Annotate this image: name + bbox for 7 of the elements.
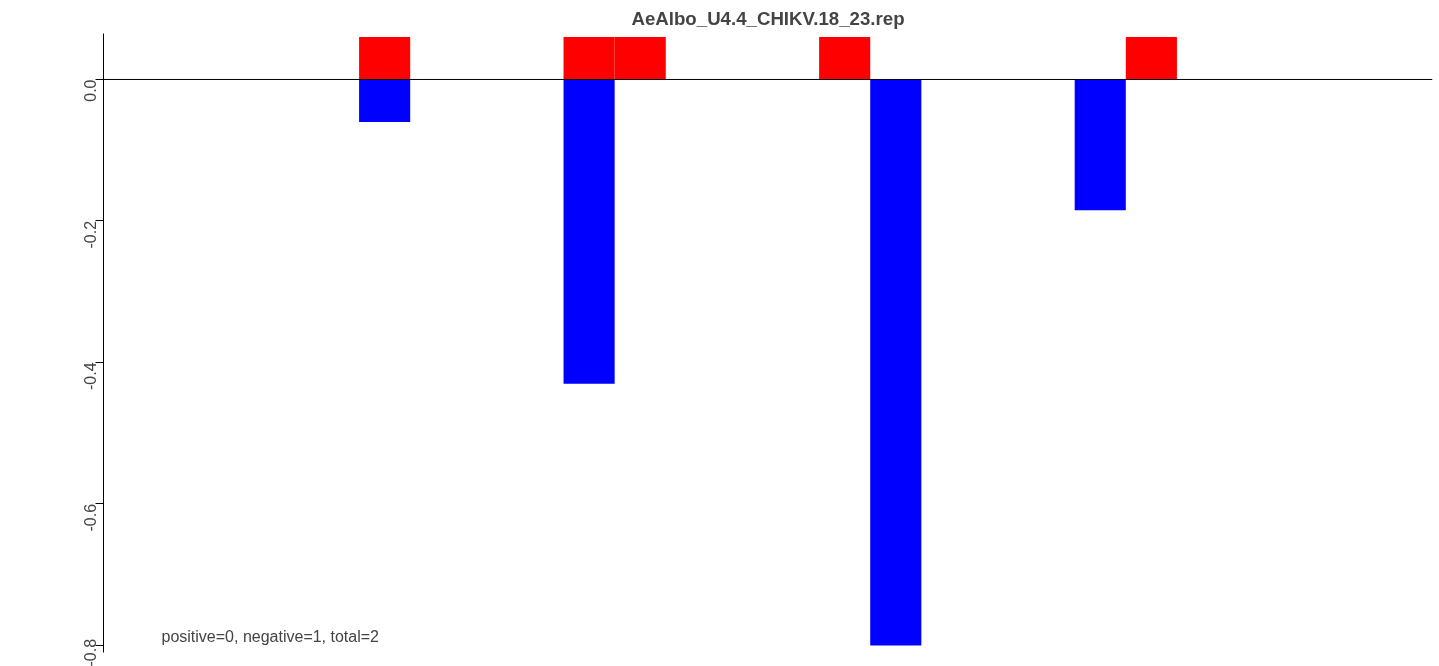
y-tick-label: -0.6 — [82, 503, 100, 532]
y-tick-label: -0.2 — [82, 220, 100, 249]
y-tick-label: -0.4 — [82, 362, 100, 391]
chart-title: AeAlbo_U4.4_CHIKV.18_23.rep — [631, 7, 905, 29]
y-tick-label: -0.8 — [82, 638, 100, 666]
annotation: positive=0, negative=1, total=2 — [161, 627, 380, 645]
y-tick-label: 0.0 — [82, 79, 100, 102]
